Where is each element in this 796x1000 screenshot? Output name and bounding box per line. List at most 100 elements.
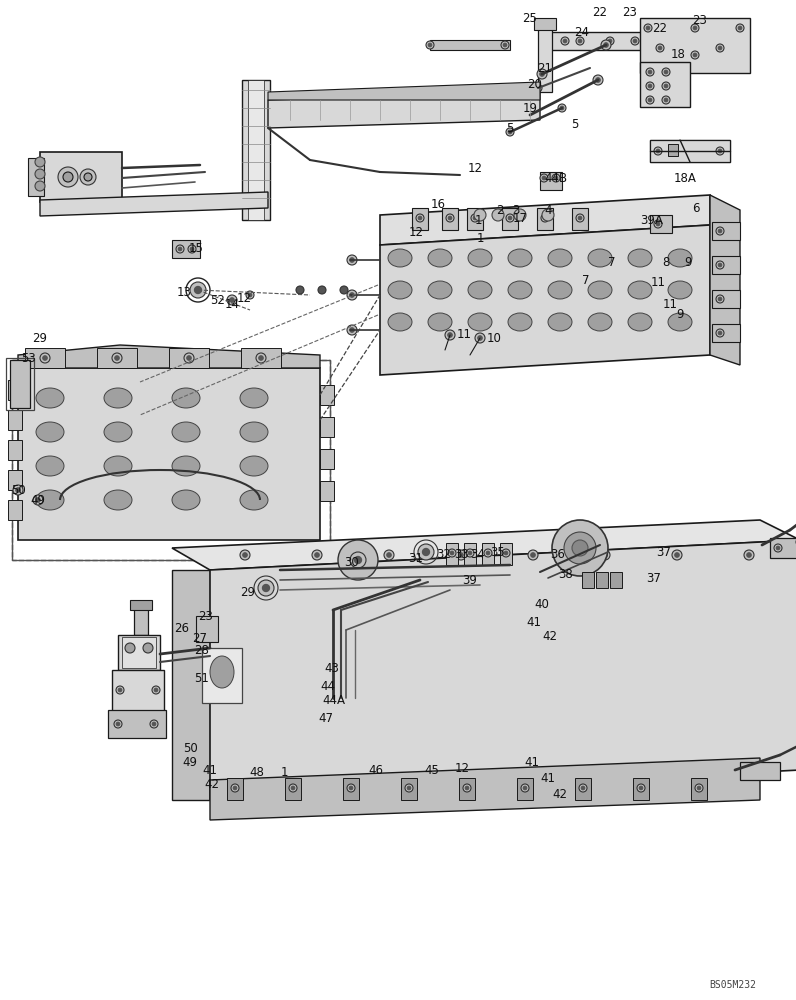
Ellipse shape [548,281,572,299]
Circle shape [537,69,547,79]
Circle shape [646,96,654,104]
Circle shape [350,552,366,568]
Text: 7: 7 [608,255,616,268]
Circle shape [418,216,422,220]
Polygon shape [40,192,268,216]
Bar [108,710,166,738]
Ellipse shape [104,490,132,510]
Polygon shape [268,92,540,128]
Circle shape [63,172,73,182]
Circle shape [478,336,482,340]
Circle shape [718,149,722,153]
Text: 49: 49 [30,493,45,506]
Circle shape [718,46,722,50]
Bar [633,778,649,800]
Circle shape [501,41,509,49]
Text: 50: 50 [182,742,197,754]
Circle shape [256,353,266,363]
Circle shape [116,722,120,726]
Bar [459,778,475,800]
Circle shape [747,553,751,557]
Circle shape [664,84,668,88]
Text: 31: 31 [408,552,423,564]
Circle shape [448,549,456,557]
Circle shape [542,176,546,180]
Circle shape [691,24,699,32]
Bar [430,40,510,50]
Circle shape [595,78,600,82]
Circle shape [291,786,295,790]
Text: 42: 42 [205,778,220,790]
Circle shape [693,53,696,57]
Circle shape [601,40,611,50]
Circle shape [504,551,508,555]
Text: 19: 19 [522,102,537,114]
Ellipse shape [240,388,268,408]
Ellipse shape [548,249,572,267]
Circle shape [662,68,670,76]
Circle shape [576,37,584,45]
Ellipse shape [172,456,200,476]
Text: 35: 35 [490,546,505,558]
Text: 39: 39 [462,574,478,586]
Ellipse shape [508,281,532,299]
Bar [575,778,591,800]
Circle shape [716,295,724,303]
Circle shape [143,643,153,653]
Circle shape [523,786,527,790]
Bar [691,778,707,800]
Text: 48: 48 [250,766,264,778]
Circle shape [662,96,670,104]
Text: 29: 29 [240,585,256,598]
Circle shape [475,333,485,343]
Circle shape [190,247,193,251]
Circle shape [654,220,662,228]
Text: 36: 36 [551,548,565,560]
Text: 32: 32 [436,548,451,560]
Circle shape [603,553,607,557]
Text: 23: 23 [198,609,213,622]
Circle shape [408,786,411,790]
Ellipse shape [388,313,412,331]
Circle shape [116,686,124,694]
Circle shape [187,356,191,360]
Text: 34: 34 [470,548,486,560]
Circle shape [508,130,512,134]
Bar [442,208,458,230]
Circle shape [466,549,474,557]
Circle shape [534,84,542,92]
Circle shape [736,24,744,32]
Circle shape [465,786,469,790]
Bar [172,240,200,258]
Text: 22: 22 [592,5,607,18]
Bar [650,215,672,233]
Circle shape [349,786,353,790]
Circle shape [656,44,664,52]
Circle shape [263,584,270,592]
Bar [412,208,428,230]
Bar [343,778,359,800]
Text: 52: 52 [211,294,225,306]
Circle shape [528,113,533,117]
Circle shape [656,222,660,226]
Circle shape [125,643,135,653]
Polygon shape [18,345,320,368]
Ellipse shape [548,313,572,331]
Circle shape [656,37,664,45]
Circle shape [662,82,670,90]
Bar [241,348,281,368]
Bar [25,348,65,368]
Circle shape [664,70,668,74]
Bar [712,324,740,342]
Circle shape [506,128,514,136]
Circle shape [718,297,722,301]
Bar [467,208,483,230]
Circle shape [474,209,486,221]
Circle shape [150,720,158,728]
Text: 1: 1 [280,766,287,778]
Bar [446,543,458,565]
Text: 41: 41 [202,764,217,776]
Circle shape [506,214,514,222]
Circle shape [492,209,504,221]
Circle shape [675,553,679,557]
